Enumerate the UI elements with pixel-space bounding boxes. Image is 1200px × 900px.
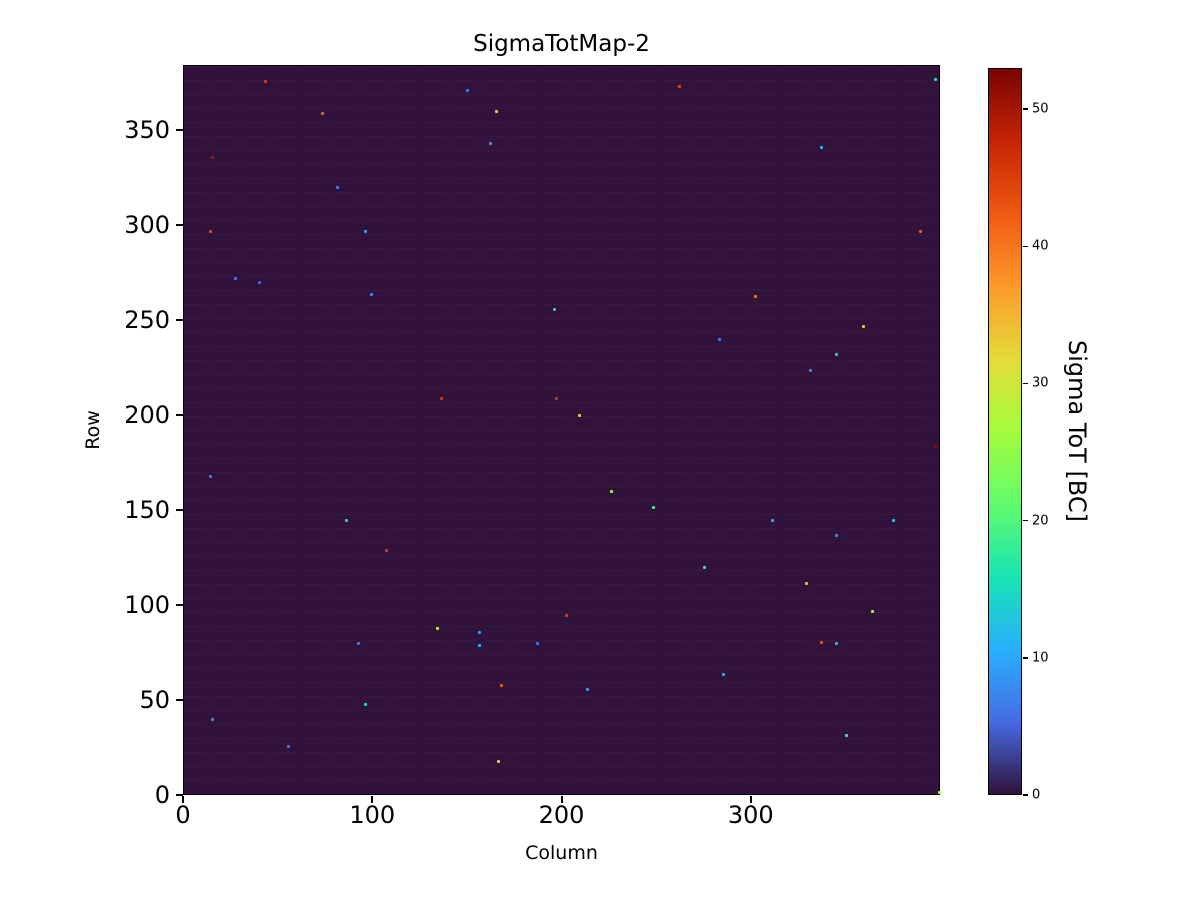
heatmap-point — [937, 790, 941, 794]
heatmap-point — [721, 672, 725, 676]
y-tick-mark — [176, 794, 183, 796]
colorbar-tick-label: 30 — [1032, 375, 1049, 391]
heatmap-point — [553, 307, 557, 311]
colorbar-tick-mark — [1023, 382, 1028, 385]
colorbar-tick-mark — [1023, 108, 1028, 110]
y-tick-mark — [176, 128, 183, 131]
x-tick-mark — [560, 796, 563, 803]
y-tick-label: 250 — [124, 305, 170, 334]
colorbar-tick-mark — [1023, 794, 1028, 796]
y-tick-mark — [176, 413, 183, 416]
colorbar-label: Sigma ToT [BC] — [1063, 340, 1091, 522]
heatmap-point — [466, 89, 470, 93]
heatmap-point — [771, 518, 775, 522]
heatmap-point — [477, 631, 481, 634]
y-tick-mark — [176, 318, 183, 321]
heatmap-point — [678, 85, 682, 89]
y-axis-label: Row — [82, 410, 104, 450]
heatmap-point — [835, 353, 839, 357]
y-tick-label: 350 — [124, 115, 170, 144]
heatmap-point — [208, 475, 212, 479]
heatmap-point — [871, 610, 875, 614]
heatmap-point — [496, 760, 500, 764]
heatmap-point — [933, 444, 937, 448]
x-tick-label: 100 — [349, 801, 396, 829]
heatmap-point — [835, 534, 839, 538]
heatmap-point — [263, 79, 267, 83]
chart-title: SigmaTotMap-2 — [473, 31, 650, 57]
heatmap-point — [436, 627, 440, 631]
heatmap-point — [500, 684, 504, 688]
heatmap-point — [208, 229, 212, 233]
heatmap-point — [918, 229, 922, 233]
colorbar-tick-mark — [1023, 657, 1028, 659]
heatmap-point — [808, 368, 812, 372]
heatmap-point — [754, 294, 758, 298]
x-tick-mark — [749, 796, 752, 803]
colorbar-tick-label: 50 — [1032, 101, 1049, 117]
colorbar-tick-mark — [1023, 245, 1028, 248]
heatmap-point — [861, 324, 865, 328]
heatmap-point — [477, 644, 481, 648]
colorbar-tick-mark — [1023, 519, 1028, 522]
heatmap-point — [585, 688, 589, 692]
colorbar-tick-label: 10 — [1032, 650, 1049, 666]
heatmap-point — [384, 549, 388, 553]
y-tick-mark — [176, 223, 183, 226]
heatmap-point — [345, 518, 349, 522]
y-tick-mark — [176, 698, 183, 701]
heatmap-point — [933, 77, 937, 81]
heatmap-point — [286, 745, 290, 749]
colorbar — [988, 68, 1022, 795]
y-tick-label: 150 — [124, 495, 170, 524]
heatmap-point — [439, 397, 443, 401]
heatmap-point — [835, 642, 839, 646]
heatmap-point — [820, 640, 824, 644]
heatmap-dots-layer — [184, 66, 941, 794]
heatmap-point — [610, 490, 614, 494]
heatmap-point — [702, 566, 706, 570]
heatmap-plot — [183, 65, 941, 795]
x-tick-label: 0 — [175, 801, 191, 829]
heatmap-point — [364, 229, 368, 233]
colorbar-tick-label: 40 — [1032, 238, 1049, 254]
heatmap-point — [718, 338, 722, 342]
heatmap-point — [564, 613, 568, 617]
heatmap-point — [210, 718, 214, 722]
heatmap-point — [651, 505, 655, 509]
heatmap-point — [820, 146, 824, 150]
colorbar-tick-label: 0 — [1032, 787, 1041, 803]
x-tick-mark — [371, 796, 374, 803]
heatmap-point — [233, 277, 237, 281]
heatmap-point — [489, 142, 493, 146]
heatmap-point — [364, 703, 368, 707]
heatmap-point — [320, 112, 324, 116]
heatmap-point — [555, 397, 559, 401]
y-tick-label: 200 — [124, 400, 170, 429]
x-axis-label: Column — [525, 842, 598, 864]
x-tick-label: 300 — [727, 801, 774, 829]
y-tick-mark — [176, 508, 183, 511]
heatmap-point — [578, 414, 582, 418]
y-tick-label: 0 — [154, 781, 170, 809]
heatmap-point — [536, 642, 540, 646]
heatmap-point — [369, 292, 373, 296]
heatmap-point — [844, 733, 848, 737]
heatmap-point — [210, 155, 214, 159]
y-tick-label: 100 — [124, 590, 170, 619]
heatmap-point — [805, 581, 809, 585]
y-tick-mark — [176, 603, 183, 606]
colorbar-tick-label: 20 — [1032, 513, 1049, 529]
heatmap-point — [892, 518, 896, 522]
heatmap-point — [258, 281, 262, 285]
y-tick-label: 50 — [139, 685, 170, 714]
heatmap-point — [494, 110, 498, 114]
heatmap-point — [356, 642, 360, 646]
y-tick-label: 300 — [124, 210, 170, 239]
x-tick-label: 200 — [538, 801, 585, 829]
x-tick-mark — [182, 796, 184, 803]
heatmap-point — [335, 186, 339, 190]
